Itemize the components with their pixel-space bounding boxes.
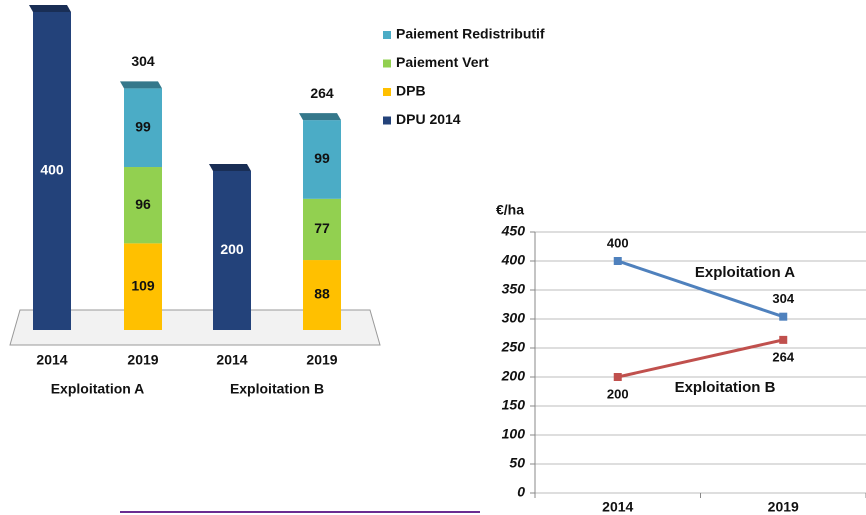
y-tick-label: 100: [502, 426, 526, 442]
y-tick-label: 250: [501, 339, 526, 355]
legend-swatch: [383, 31, 391, 39]
legend-label: Paiement Vert: [396, 54, 489, 70]
bar-cap: [209, 164, 251, 171]
series-name: Exploitation A: [695, 264, 795, 281]
y-tick-label: 0: [517, 484, 525, 500]
series-name: Exploitation B: [675, 379, 776, 396]
bar-cap: [299, 113, 341, 121]
data-label: 99: [135, 118, 151, 134]
group-label: Exploitation A: [51, 381, 145, 397]
y-tick-label: 350: [502, 281, 526, 297]
total-label: 264: [310, 85, 334, 101]
y-tick-label: 300: [502, 310, 526, 326]
legend-label: DPU 2014: [396, 111, 461, 127]
data-label: 99: [314, 150, 330, 166]
legend-swatch: [383, 116, 391, 125]
bar-segment: [303, 198, 341, 261]
data-label: 400: [40, 162, 64, 178]
group-label: Exploitation B: [230, 381, 324, 397]
legend-label: DPB: [396, 83, 426, 99]
bar-segment: [33, 12, 71, 330]
point: [613, 257, 622, 265]
data-label: 264: [772, 349, 794, 364]
legend-label: Paiement Redistributif: [396, 26, 545, 42]
x-tick-label: 2014: [36, 352, 67, 368]
bar-segment: [303, 260, 341, 330]
data-label: 88: [314, 286, 330, 302]
data-label: 400: [607, 235, 629, 250]
y-tick-label: 450: [501, 223, 526, 239]
y-axis-label: €/ha: [496, 202, 524, 218]
legend-swatch: [383, 88, 391, 96]
point: [613, 373, 622, 381]
x-tick-label: 2014: [602, 499, 633, 515]
legend-swatch: [383, 59, 391, 68]
bar-segment: [213, 171, 251, 330]
x-tick-label: 2019: [306, 352, 337, 368]
x-tick-label: 2019: [768, 499, 799, 515]
series-line: [617, 338, 784, 379]
bar-cap: [29, 5, 71, 12]
data-label: 200: [607, 386, 629, 401]
y-tick-label: 150: [502, 397, 526, 413]
bar-segment: [124, 167, 162, 244]
y-tick-label: 50: [509, 455, 525, 471]
y-tick-label: 200: [501, 368, 526, 384]
bar-segment: [124, 88, 162, 168]
data-label: 109: [131, 277, 155, 293]
bar-cap: [120, 81, 162, 89]
data-label: 304: [772, 291, 794, 306]
floor: [9, 309, 381, 346]
point: [779, 335, 788, 344]
bar-segment: [124, 243, 162, 330]
x-tick-label: 2019: [127, 352, 158, 368]
data-label: 77: [314, 220, 330, 236]
y-tick-label: 400: [501, 252, 526, 268]
x-tick-label: 2014: [216, 352, 247, 368]
bar-segment: [303, 120, 341, 199]
data-label: 96: [135, 196, 151, 212]
data-label: 200: [220, 241, 244, 257]
series-line: [617, 259, 784, 319]
total-label: 304: [131, 53, 155, 69]
point: [779, 312, 788, 321]
